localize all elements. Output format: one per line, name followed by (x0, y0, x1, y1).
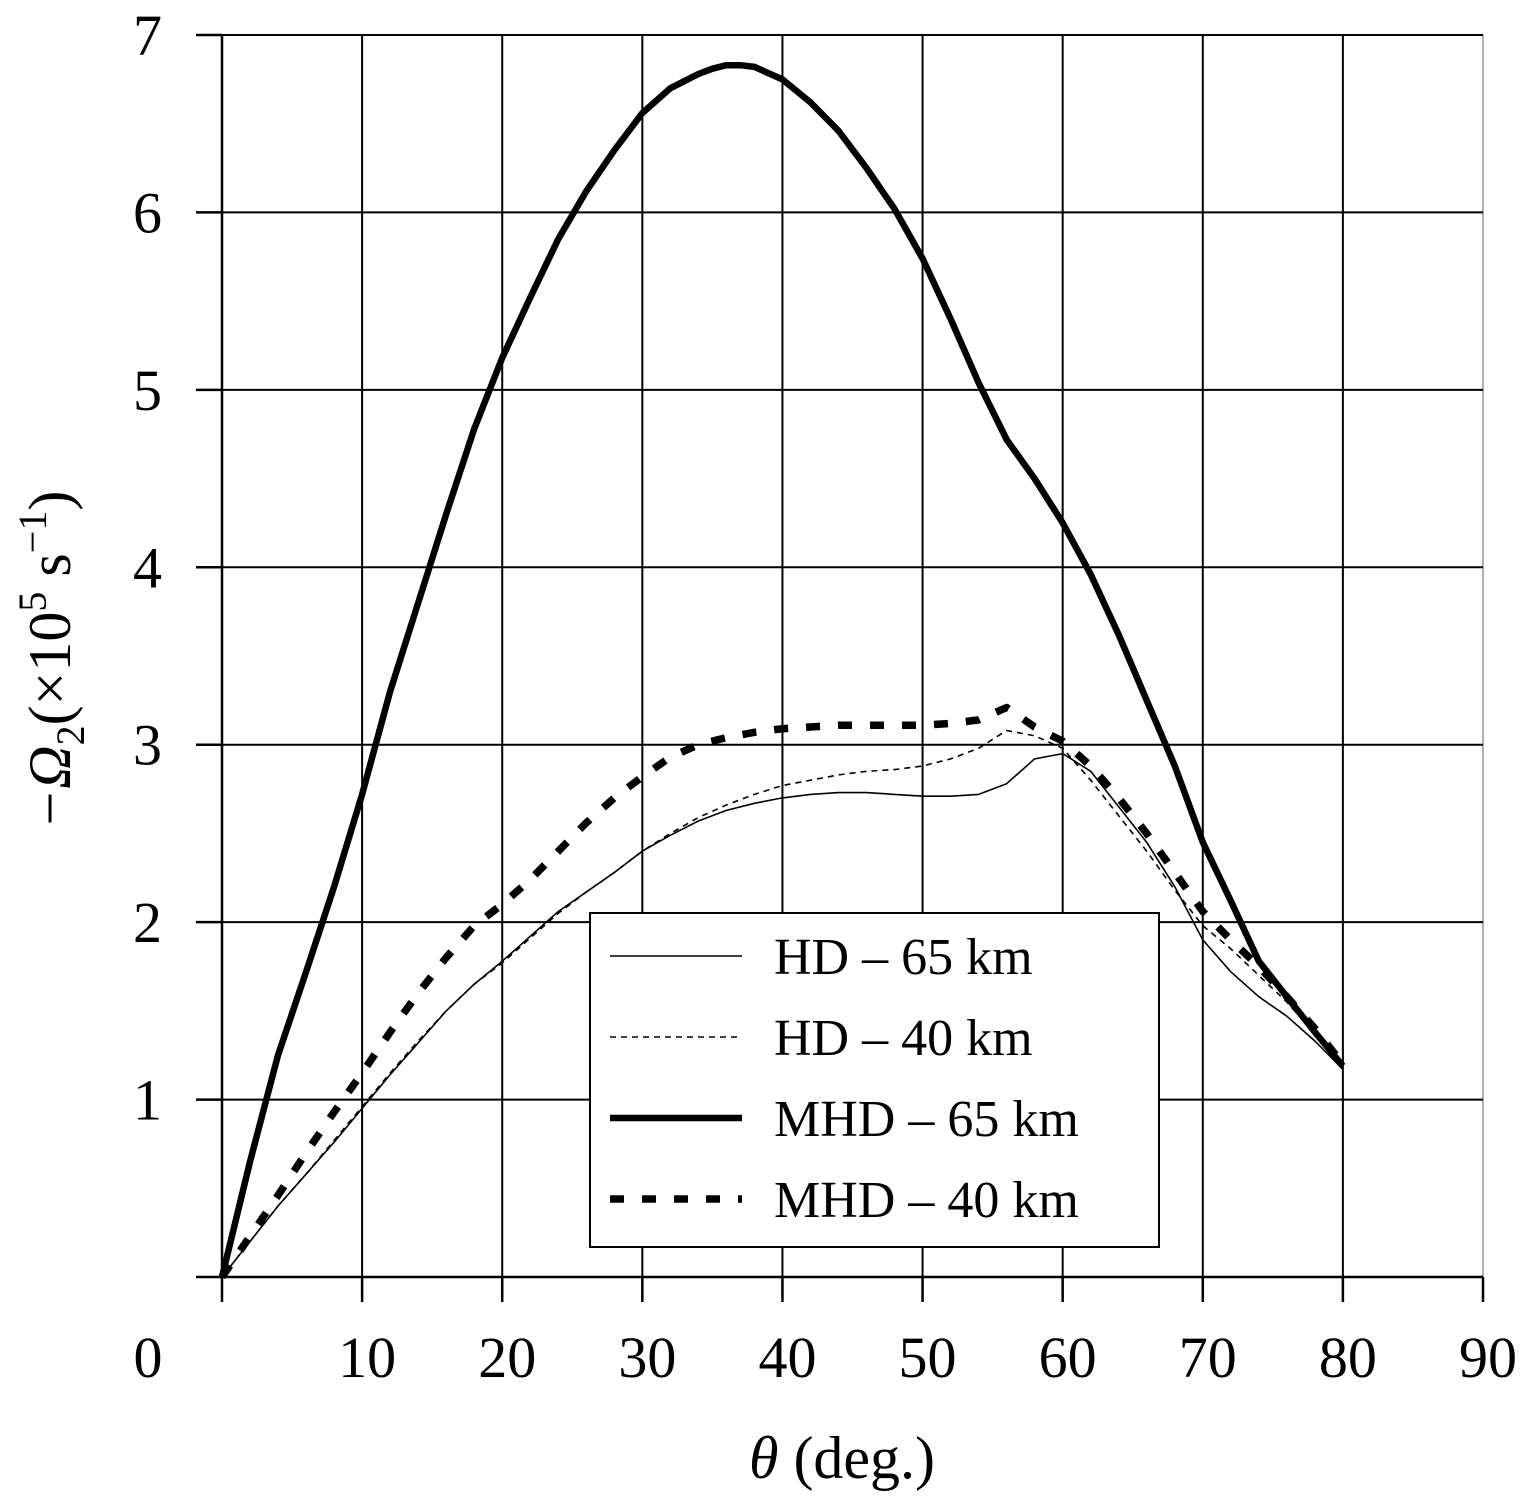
y-tick-label: 5 (133, 358, 162, 423)
x-tick-label: 0 (134, 1325, 163, 1390)
x-tick-label: 50 (899, 1325, 957, 1390)
y-axis-title: −Ω2(×105 s−1) (10, 491, 93, 830)
legend-label: MHD – 65 km (774, 1091, 1079, 1148)
x-tick-label: 80 (1319, 1325, 1377, 1390)
x-tick-label: 60 (1039, 1325, 1097, 1390)
series-line-1 (221, 752, 1344, 1278)
x-tick-label: 90 (1459, 1325, 1517, 1390)
data-series (218, 61, 1346, 1280)
y-tick-label: 1 (133, 1068, 162, 1133)
y-tick-label: 2 (133, 890, 162, 955)
x-tick-label: 30 (618, 1325, 676, 1390)
legend-label: HD – 40 km (774, 1010, 1033, 1067)
x-tick-label: 20 (478, 1325, 536, 1390)
x-tick-label: 10 (338, 1325, 396, 1390)
legend-label: MHD – 40 km (774, 1172, 1079, 1229)
x-axis-title: θ (deg.) (749, 1425, 935, 1491)
x-tick-label: 70 (1179, 1325, 1237, 1390)
grid (222, 34, 1484, 1277)
x-tick-label: 40 (758, 1325, 816, 1390)
series-line-3 (218, 61, 1346, 1278)
legend-box (589, 912, 1160, 1248)
legend: HD – 65 km HD – 40 km MHD – 65 km MHD – 40 … (589, 912, 1160, 1248)
y-tick-label: 3 (133, 713, 162, 778)
series-line-4 (218, 703, 1346, 1280)
y-tick-label: 4 (133, 535, 162, 600)
y-tick-label: 6 (133, 180, 162, 245)
y-tick-label: 7 (133, 3, 162, 68)
legend-label: HD – 65 km (774, 929, 1033, 986)
